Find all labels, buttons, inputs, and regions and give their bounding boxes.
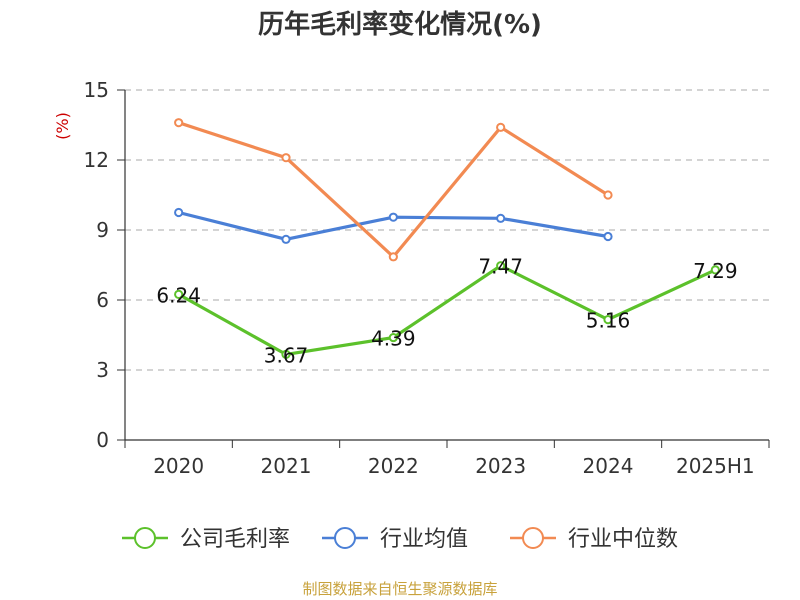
series-0-point-5 [710, 265, 720, 275]
series-2-point-0 [174, 118, 184, 128]
series-2-point-3 [496, 122, 506, 132]
legend-label-0: 公司毛利率 [180, 527, 290, 552]
y-tick-labels: 0 3 6 9 12 15 [84, 78, 109, 452]
x-tick-label-2021: 2021 [261, 454, 312, 478]
series-2-point-1 [281, 153, 291, 163]
legend-marker-2 [522, 527, 544, 549]
data-label-0-3: 7.47 [478, 255, 523, 279]
data-labels: 6.24 3.67 4.39 7.47 5.16 7.29 [156, 255, 737, 368]
series-1-point-3 [496, 213, 506, 223]
series-2-point-4 [603, 190, 613, 200]
data-label-0-1: 3.67 [264, 343, 309, 367]
series-0-point-4 [603, 315, 613, 325]
series-0-point-1 [281, 349, 291, 359]
series-1-point-1 [281, 234, 291, 244]
series-0-point-2 [388, 332, 398, 343]
legend: 公司毛利率 行业均值 行业中位数 [122, 527, 678, 552]
x-tick-label-2025H1: 2025H1 [676, 454, 755, 478]
x-tick-labels: 2020 2021 2022 2023 2024 2025H1 [153, 454, 754, 478]
series-line-2 [177, 121, 610, 259]
series-1-point-0 [174, 207, 184, 218]
x-tick-label-2020: 2020 [153, 454, 204, 478]
y-tick-label-3: 3 [96, 358, 109, 382]
legend-label-2: 行业中位数 [568, 527, 678, 552]
y-tick-label-15: 15 [84, 78, 109, 102]
y-tick-label-6: 6 [96, 288, 109, 312]
data-label-0-4: 5.16 [586, 309, 631, 333]
data-label-0-0: 6.24 [156, 283, 201, 307]
y-tick-label-0: 0 [96, 428, 109, 452]
series-line-0 [177, 264, 717, 356]
series-0-point-3 [496, 261, 506, 271]
series-1-point-2 [388, 212, 398, 222]
y-tick-label-9: 9 [96, 218, 109, 242]
series-2-point-2 [388, 252, 398, 262]
y-tick-label-12: 12 [84, 148, 109, 172]
data-label-0-5: 7.29 [693, 259, 738, 283]
legend-marker-1 [334, 527, 356, 549]
series-0-point-0 [174, 289, 184, 299]
data-label-0-2: 4.39 [371, 327, 416, 351]
x-tick-label-2024: 2024 [583, 454, 634, 478]
series-1-point-4 [603, 231, 613, 242]
x-tick-label-2023: 2023 [475, 454, 526, 478]
axes [117, 89, 770, 448]
legend-label-1: 行业均值 [380, 527, 468, 552]
chart-title: 历年毛利率变化情况(%) [258, 9, 542, 40]
y-axis-label: (%) [53, 112, 72, 140]
grid-lines [125, 89, 769, 371]
x-tick-label-2022: 2022 [368, 454, 419, 478]
legend-marker-0 [134, 527, 156, 549]
source-note: 制图数据来自恒生聚源数据库 [302, 580, 497, 598]
series-group [174, 118, 720, 359]
